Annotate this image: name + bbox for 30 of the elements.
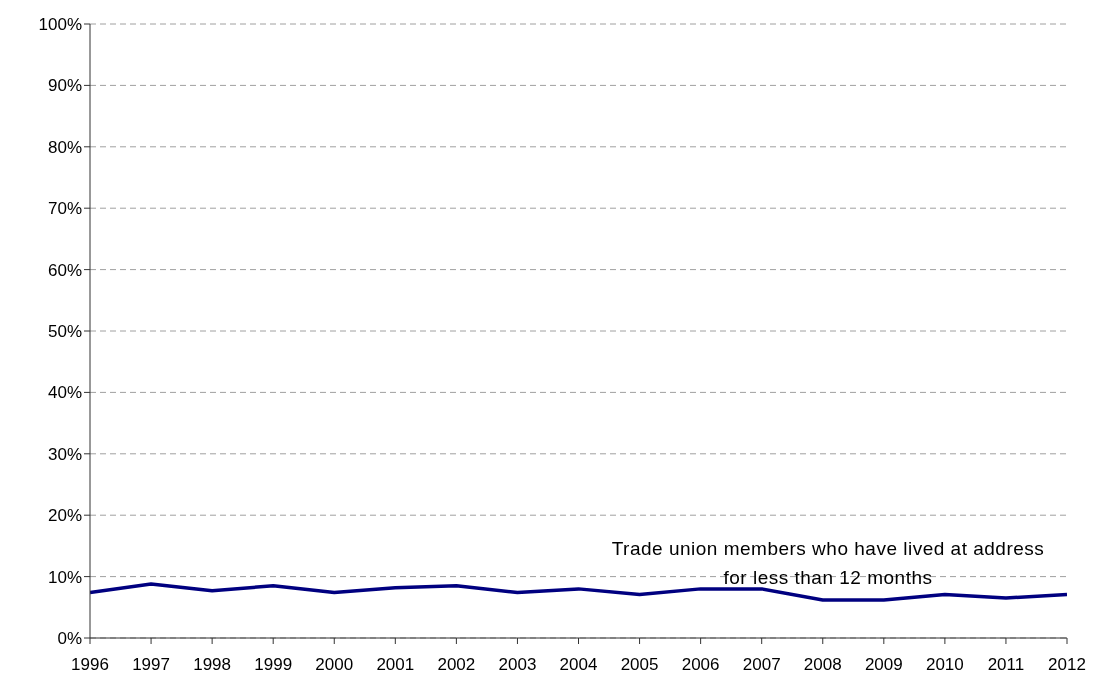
- x-tick-label: 2006: [681, 655, 720, 675]
- x-tick-label: 2001: [376, 655, 415, 675]
- x-tick-label: 1998: [193, 655, 232, 675]
- y-tick-label: 100%: [38, 15, 82, 35]
- y-tick-label: 10%: [47, 567, 82, 587]
- x-tick-label: 2003: [498, 655, 537, 675]
- x-tick-label: 2005: [620, 655, 659, 675]
- x-tick-label: 2012: [1048, 655, 1086, 675]
- y-tick-label: 50%: [47, 322, 82, 342]
- x-tick-label: 1999: [254, 655, 293, 675]
- x-tick-label: 2007: [742, 655, 781, 675]
- y-tick-label: 30%: [47, 444, 82, 464]
- y-tick-label: 90%: [47, 76, 82, 96]
- y-tick-label: 40%: [47, 383, 82, 403]
- x-tick-label: 2004: [559, 655, 598, 675]
- y-tick-label: 70%: [47, 199, 82, 219]
- x-tick-label: 1997: [132, 655, 170, 675]
- y-tick-label: 20%: [47, 506, 82, 526]
- x-tick-label: 2010: [925, 655, 964, 675]
- x-tick-label: 1996: [71, 655, 109, 675]
- x-tick-label: 2008: [803, 655, 842, 675]
- x-tick-label: 2009: [864, 655, 903, 675]
- y-tick-label: 80%: [47, 137, 82, 157]
- y-tick-label: 0%: [57, 629, 82, 649]
- x-tick-label: 2002: [437, 655, 476, 675]
- line-series: [90, 582, 1067, 602]
- x-tick-label: 2000: [315, 655, 354, 675]
- series-label: Trade union members who have lived at address for less than 12 months: [610, 537, 1046, 590]
- x-tick-label: 2011: [987, 655, 1025, 675]
- y-tick-label: 60%: [47, 260, 82, 280]
